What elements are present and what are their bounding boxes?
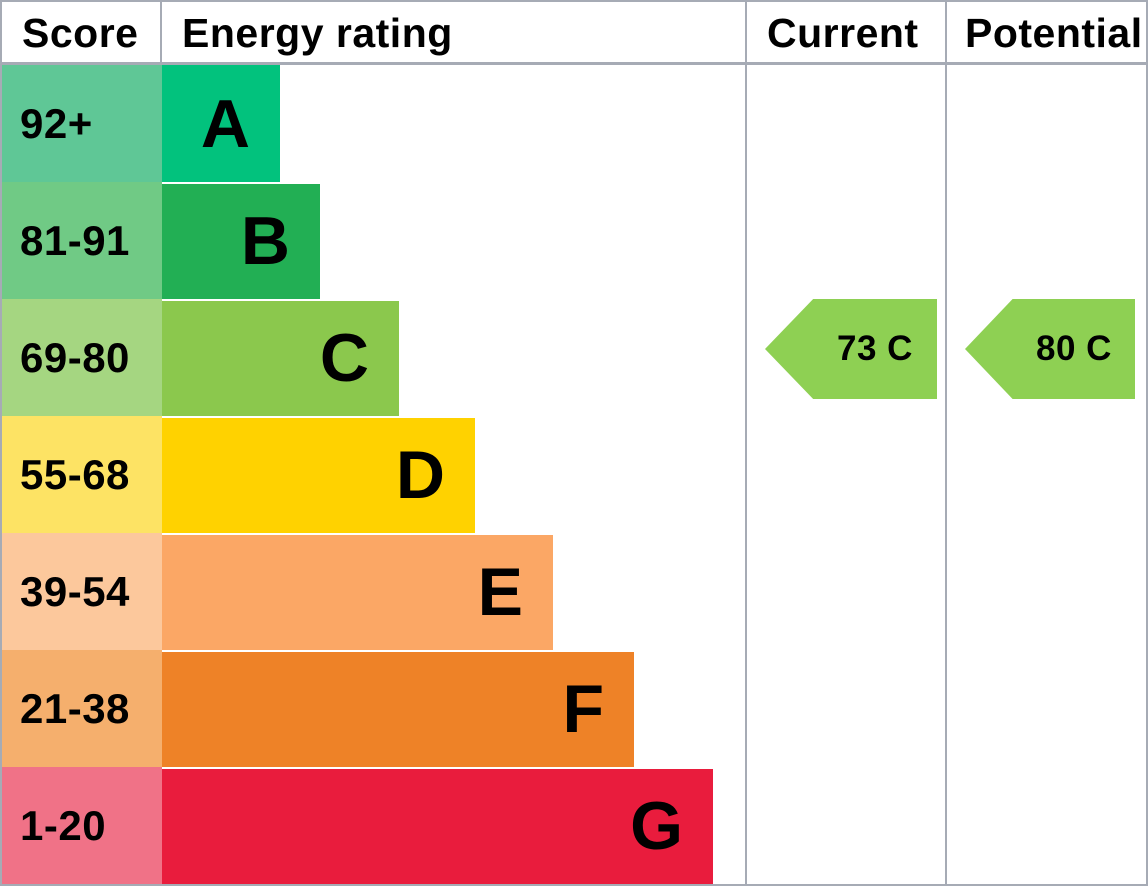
rating-letter: E [477,553,523,630]
current-arrow-label: 73 C [837,329,913,368]
rating-bar: G [162,767,713,884]
band-row-d: 55-68 D [2,416,747,533]
band-row-a: 92+ A [2,65,747,182]
score-cell: 39-54 [2,533,162,650]
band-row-b: 81-91 B [2,182,747,299]
header-cell-potential: Potential [965,9,1143,56]
header-cell-score: Score [22,9,139,56]
rating-letter: G [630,787,683,864]
potential-arrow-label: 80 C [1036,329,1112,368]
band-row-f: 21-38 F [2,650,747,767]
rating-bar: B [162,182,320,299]
score-cell: 69-80 [2,299,162,416]
band-row-c: 69-80 C [2,299,747,416]
rating-bar: A [162,65,280,182]
rating-letter: F [562,670,604,747]
score-cell: 55-68 [2,416,162,533]
rating-letter: A [200,85,250,162]
rating-letter: D [395,436,445,513]
rating-bar: E [162,533,553,650]
score-energy-header-divider [160,2,162,63]
rating-bar: C [162,299,399,416]
header-cell-current: Current [767,9,919,56]
rating-letter: B [240,202,290,279]
header-cell-energy-rating: Energy rating [182,9,453,56]
header-bottom-border [2,62,1146,65]
rating-letter: C [319,319,369,396]
header-row: Score Energy rating Current Potential [2,2,1146,64]
score-cell: 81-91 [2,182,162,299]
rating-bar: F [162,650,634,767]
band-row-e: 39-54 E [2,533,747,650]
current-potential-column-divider [945,2,947,884]
potential-rating-arrow: 80 C [965,299,1135,399]
energy-current-column-divider [745,2,747,884]
score-cell: 92+ [2,65,162,182]
current-rating-arrow: 73 C [765,299,937,399]
band-rows: 92+ A 81-91 B 69-80 C 55-68 D 39-54 [2,65,747,884]
band-row-g: 1-20 G [2,767,747,884]
score-cell: 21-38 [2,650,162,767]
rating-bar: D [162,416,475,533]
score-cell: 1-20 [2,767,162,884]
